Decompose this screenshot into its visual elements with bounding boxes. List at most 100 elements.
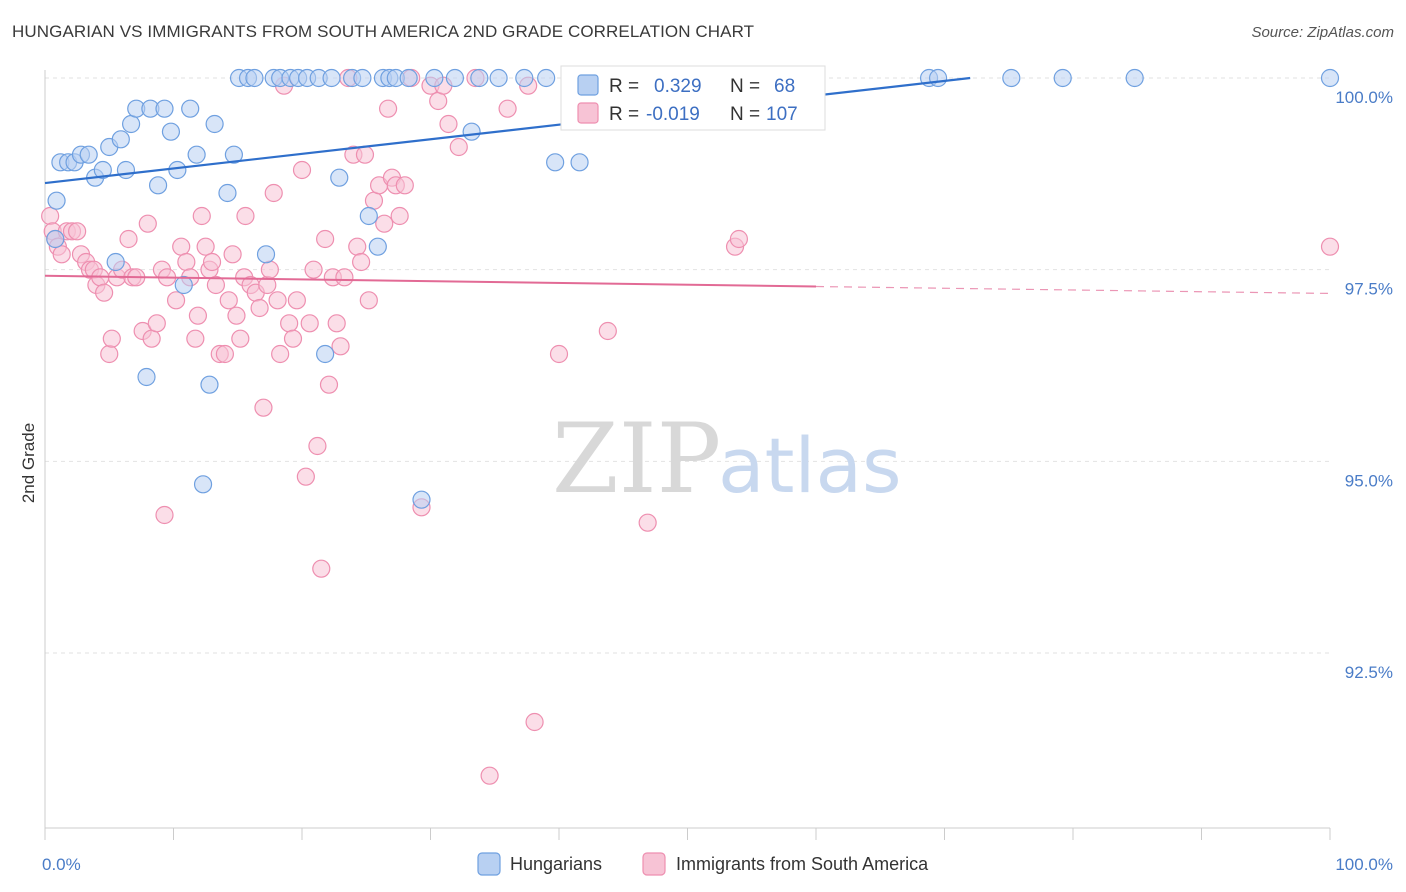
south-america-point-106: [1320, 237, 1340, 256]
hungarians-point-31: [245, 68, 264, 88]
stats-n-value-hungarians: 68: [774, 76, 795, 97]
hungarians-point-20: [168, 160, 187, 180]
trend-line-south-america: [44, 274, 817, 288]
south-america-point-76: [352, 252, 371, 272]
hungarians-point-12: [121, 114, 141, 134]
hungarians-point-58: [546, 153, 565, 172]
hungarians-point-28: [224, 145, 243, 164]
south-america-point-38: [202, 252, 222, 272]
hungarians-point-11: [111, 130, 130, 149]
stats-swatch-hungarians: [577, 74, 599, 96]
hungarians-point-41: [330, 168, 349, 187]
south-america-point-14: [95, 283, 114, 302]
y-tick-label-1: 95.0%: [1345, 471, 1393, 490]
south-america-point-33: [186, 329, 205, 348]
south-america-point-51: [254, 398, 273, 417]
hungarians-point-1: [47, 191, 66, 210]
y-tick-labels: 92.5% 95.0% 97.5% 100.0%: [1335, 88, 1393, 682]
south-america-point-86: [395, 176, 414, 195]
hungarians-point-27: [218, 183, 237, 203]
stats-n-value-south-america: 107: [766, 104, 798, 125]
south-america-point-95: [480, 766, 499, 785]
hungarians-point-52: [445, 68, 465, 88]
stats-r-value-hungarians: 0.329: [654, 76, 702, 97]
south-america-point-78: [359, 291, 378, 310]
hungarians-point-22: [181, 99, 200, 118]
south-america-point-53: [260, 260, 279, 279]
axes: [44, 70, 1331, 840]
south-america-point-65: [308, 436, 327, 456]
stats-r-value-south-america: -0.019: [646, 104, 700, 125]
legend-label-hungarians: Hungarians: [510, 854, 602, 874]
south-america-point-64: [304, 260, 323, 279]
south-america-point-59: [283, 329, 303, 348]
south-america-point-25: [147, 314, 166, 333]
south-america-point-34: [188, 306, 208, 325]
hungarians-point-67: [1125, 68, 1144, 88]
south-america-point-58: [280, 314, 299, 333]
south-america-point-4: [52, 245, 71, 264]
hungarians-point-15: [137, 367, 156, 387]
hungarians-point-57: [537, 68, 556, 88]
hungarians-point-0: [46, 229, 65, 249]
south-america-point-79: [364, 191, 384, 210]
hungarians-point-65: [1002, 68, 1021, 88]
hungarians-point-43: [353, 68, 372, 88]
legend-label-south-america: Immigrants from South America: [676, 854, 929, 874]
south-america-point-71: [331, 337, 350, 356]
y-tick-label-3: 100.0%: [1335, 88, 1393, 107]
south-america-point-55: [268, 291, 287, 310]
hungarians-point-59: [570, 153, 589, 172]
stats-n-label-south-america: N =: [730, 104, 760, 125]
trend-line-south-america-extrapolated: [815, 285, 1331, 295]
hungarians-point-18: [155, 99, 174, 118]
south-america-point-82: [378, 99, 398, 118]
south-america-point-39: [206, 275, 226, 295]
south-america-point-19: [119, 229, 138, 249]
south-america-point-90: [429, 91, 448, 111]
hungarians-point-39: [316, 344, 335, 364]
x-tick-labels: 0.0% 100.0%: [42, 855, 1393, 874]
hungarians-point-19: [161, 122, 181, 141]
watermark-atlas: atlas: [718, 421, 902, 510]
hungarians-point-13: [116, 160, 136, 180]
hungarians-point-44: [359, 206, 378, 226]
y-tick-label-2: 97.5%: [1345, 280, 1393, 299]
south-america-point-7: [68, 222, 87, 241]
source-credit: Source: ZipAtlas.com: [1251, 24, 1394, 41]
south-america-point-23: [138, 214, 157, 233]
hungarians-point-66: [1053, 68, 1072, 88]
hungarians-point-51: [425, 68, 444, 88]
south-america-point-66: [312, 559, 331, 578]
south-america-point-81: [375, 214, 394, 233]
stats-r-label-hungarians: R =: [609, 76, 639, 97]
hungarians-point-45: [368, 237, 387, 256]
south-america-point-93: [449, 137, 468, 157]
stats-box-frame: [560, 65, 826, 131]
stats-swatch-south-america: [577, 102, 599, 124]
hungarians-point-54: [470, 68, 489, 88]
stats-r-label-south-america: R =: [609, 104, 639, 125]
hungarians-point-68: [1320, 68, 1340, 88]
grid: [45, 77, 1330, 654]
chart-title: HUNGARIAN VS IMMIGRANTS FROM SOUTH AMERI…: [12, 22, 755, 41]
stats-box: R = 0.329 N = 68 R = -0.019 N = 107: [560, 65, 826, 131]
south-america-point-15: [100, 344, 119, 364]
stats-n-label-hungarians: N =: [730, 76, 760, 97]
south-america-point-35: [192, 206, 211, 226]
south-america-point-24: [142, 329, 161, 348]
south-america-point-16: [102, 329, 121, 348]
south-america-point-62: [296, 467, 315, 486]
watermark-zip: ZIP: [552, 403, 721, 515]
x-tick-label-1: 100.0%: [1335, 855, 1393, 874]
south-america-point-92: [439, 114, 458, 134]
south-america-point-36: [196, 237, 215, 256]
hungarians-point-49: [399, 68, 418, 88]
south-america-point-70: [327, 314, 346, 333]
south-america-point-56: [271, 344, 290, 364]
hungarians-point-56: [515, 68, 534, 88]
south-america-point-0: [41, 206, 60, 226]
south-america-point-45: [231, 329, 250, 348]
south-america-point-54: [264, 183, 283, 203]
hungarians-point-25: [200, 375, 219, 394]
